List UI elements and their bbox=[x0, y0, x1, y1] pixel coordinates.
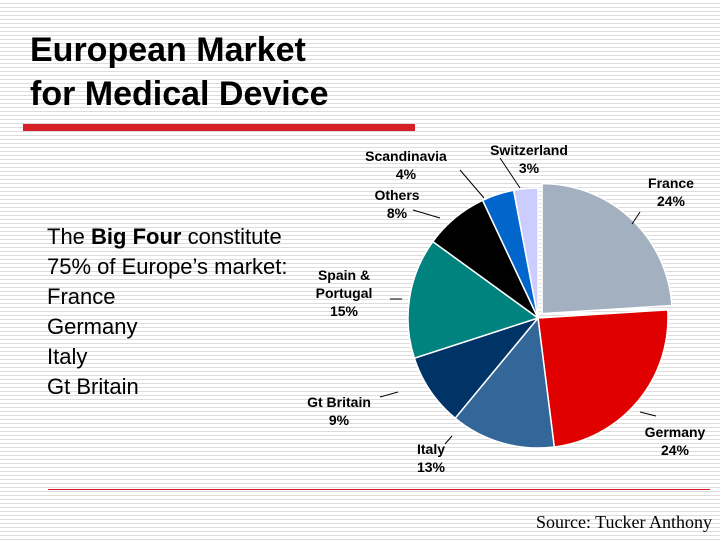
pie-slice-switzerland bbox=[512, 187, 539, 319]
slice-label-line: 9% bbox=[329, 412, 350, 428]
title-line-1: European Market bbox=[30, 31, 306, 69]
pie-slice-germany bbox=[537, 309, 669, 448]
slide-title: European Market for Medical Device bbox=[30, 28, 329, 116]
slice-label-line: Spain & bbox=[318, 267, 370, 283]
slice-label-line: 24% bbox=[661, 442, 690, 458]
slice-label-line: France bbox=[648, 175, 694, 191]
pie-slice-france bbox=[541, 182, 673, 315]
slice-label-line: Portugal bbox=[316, 285, 373, 301]
slice-label-gt-britain: Gt Britain 9% bbox=[307, 394, 371, 428]
leader-line bbox=[499, 157, 521, 189]
body-line-1: The Big Four constitute bbox=[47, 222, 288, 252]
leader-line bbox=[412, 209, 441, 219]
leader-line bbox=[631, 211, 641, 225]
leader-line bbox=[444, 435, 453, 445]
title-line-2: for Medical Device bbox=[30, 75, 329, 113]
body-country-4: Gt Britain bbox=[47, 374, 139, 399]
slice-label-line: Scandinavia bbox=[365, 148, 447, 164]
slice-label-others: Others 8% bbox=[374, 187, 419, 221]
body-country-1: France bbox=[47, 284, 116, 309]
slice-label-france: France 24% bbox=[648, 175, 694, 209]
slice-label-line: 24% bbox=[657, 193, 686, 209]
slice-label-italy: Italy 13% bbox=[417, 441, 446, 475]
body-line-1-end: constitute bbox=[181, 224, 282, 249]
title-accent-bar bbox=[23, 124, 415, 131]
body-country-2: Germany bbox=[47, 314, 138, 339]
slice-label-switzerland: Switzerland 3% bbox=[490, 142, 568, 176]
leader-line bbox=[459, 169, 485, 199]
body-text: The Big Four constitute 75% of Europe’s … bbox=[47, 222, 288, 402]
slice-label-line: Italy bbox=[417, 441, 445, 457]
leader-line bbox=[639, 411, 657, 417]
slice-label-line: Others bbox=[374, 187, 419, 203]
slice-label-line: Germany bbox=[645, 424, 706, 440]
slice-label-line: 8% bbox=[387, 205, 408, 221]
body-bold-phrase: Big Four bbox=[91, 224, 182, 249]
slice-label-line: 3% bbox=[519, 160, 540, 176]
source-note: Source: Tucker Anthony bbox=[535, 512, 712, 532]
slice-label-line: 4% bbox=[396, 166, 417, 182]
pie-slice-spain-portugal bbox=[407, 240, 540, 360]
body-country-3: Italy bbox=[47, 344, 88, 369]
slice-label-line: 13% bbox=[417, 459, 446, 475]
leader-line bbox=[379, 391, 399, 398]
slice-label-line: Switzerland bbox=[490, 142, 568, 158]
slice-label-line: 15% bbox=[330, 303, 359, 319]
pie-slice-italy bbox=[454, 316, 556, 449]
body-line-2: 75% of Europe’s market: bbox=[47, 254, 288, 279]
slice-label-line: Gt Britain bbox=[307, 394, 371, 410]
slice-label-scandinavia: Scandinavia 4% bbox=[365, 148, 447, 182]
slice-label-germany: Germany 24% bbox=[645, 424, 706, 458]
body-line-1-start: The bbox=[47, 224, 92, 249]
slice-label-spain-portugal: Spain & Portugal 15% bbox=[316, 267, 373, 319]
bottom-rule bbox=[48, 489, 710, 490]
